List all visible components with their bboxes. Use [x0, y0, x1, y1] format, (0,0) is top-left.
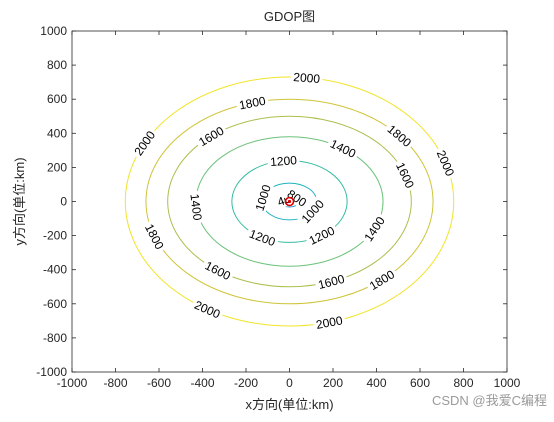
contour-label-gap — [141, 218, 169, 254]
contour-label-gap — [282, 184, 312, 211]
contour-label-gap — [325, 134, 361, 162]
contour-label-text: 2000 — [293, 70, 321, 86]
y-tick-label: 600 — [47, 92, 67, 106]
y-tick-label: -400 — [43, 263, 67, 277]
origin-marker-ring — [284, 196, 295, 207]
contour-label-1400: 1400 — [187, 190, 206, 224]
x-tick-label: 400 — [366, 376, 386, 390]
contour-label-text: 1800 — [238, 94, 267, 113]
contour-label-gap — [312, 312, 347, 333]
y-tick-label: -800 — [43, 331, 67, 345]
contour-label-gap — [433, 145, 459, 181]
x-tick-label: 800 — [453, 376, 473, 390]
contour-label-gap — [200, 256, 236, 284]
contour-label-gap — [235, 92, 270, 113]
y-tick-label: 200 — [47, 160, 67, 174]
y-tick-label: -200 — [43, 229, 67, 243]
contour-label-gap — [290, 69, 324, 86]
contour-label-text: 1600 — [317, 272, 347, 292]
y-axis-label: y方向(单位:km) — [12, 157, 27, 245]
x-tick-label: -600 — [147, 376, 171, 390]
contour-label-text: 2000 — [315, 313, 344, 332]
contour-label-2000: 2000 — [290, 69, 324, 86]
x-tick-label: -400 — [190, 376, 214, 390]
contour-label-gap — [313, 270, 349, 293]
contour-label-1200: 1200 — [267, 152, 300, 169]
y-tick-label: -600 — [43, 297, 67, 311]
contour-label-gap — [251, 180, 275, 215]
x-tick-label: -1000 — [57, 376, 88, 390]
origin-marker-dot — [287, 199, 292, 204]
contour-label-gap — [359, 211, 389, 246]
x-tick-label: 1000 — [494, 376, 521, 390]
y-tick-label: 0 — [60, 195, 67, 209]
contour-labels: 4008001000100012001200120014001400140016… — [129, 69, 459, 333]
contour-label-gap — [296, 194, 329, 228]
x-tick-label: 200 — [323, 376, 343, 390]
contour-line-1800 — [145, 98, 434, 305]
y-tick-label: 400 — [47, 126, 67, 140]
contour-label-gap — [190, 296, 225, 323]
chart-title: GDOP图 — [264, 9, 315, 24]
contour-lines — [124, 76, 455, 327]
contour-label-gap — [364, 265, 400, 295]
contour-label-1600: 1600 — [313, 270, 349, 293]
x-tick-label: 600 — [410, 376, 430, 390]
x-axis-label: x方向(单位:km) — [245, 397, 333, 412]
contour-label-gap — [392, 157, 419, 193]
contour-label-gap — [187, 190, 206, 224]
contour-label-2000: 2000 — [312, 312, 347, 333]
contour-label-text: 1200 — [270, 153, 298, 169]
contour-label-gap — [267, 152, 300, 169]
y-tick-label: 800 — [47, 58, 67, 72]
y-axis-ticks: -1000 -800 -600 -400 -200 0 200 400 600 800 1000 — [36, 24, 507, 379]
contour-label-1800: 1800 — [235, 92, 270, 113]
x-tick-label: 0 — [286, 376, 293, 390]
y-tick-label: 1000 — [40, 24, 67, 38]
contour-line-2000 — [124, 76, 455, 327]
y-tick-label: -1000 — [36, 365, 67, 379]
contour-label-gap — [129, 125, 160, 161]
center-marker — [284, 196, 295, 207]
x-tick-label: -800 — [103, 376, 127, 390]
x-tick-label: -200 — [234, 376, 258, 390]
x-axis-ticks: -1000 -800 -600 -400 -200 0 200 400 600 800 1000 — [57, 31, 521, 390]
contour-line-1600 — [167, 115, 412, 288]
contour-label-text: 1400 — [187, 193, 204, 222]
contour-label-gap — [193, 121, 229, 151]
contour-label-gap — [245, 225, 280, 250]
contour-label-gap — [304, 221, 340, 249]
contour-label-gap — [382, 119, 417, 152]
watermark-text: CSDN @我爱C编程 — [432, 393, 547, 408]
